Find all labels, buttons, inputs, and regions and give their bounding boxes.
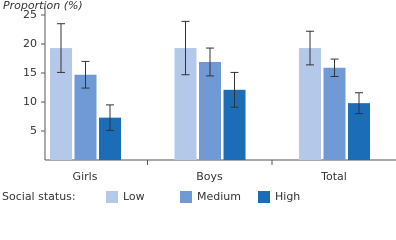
- bar: [99, 117, 121, 160]
- error-bar: [57, 23, 65, 73]
- x-tick-label: Total: [320, 170, 347, 183]
- bar: [50, 48, 72, 161]
- bar: [199, 61, 221, 161]
- y-tick-label: 25: [23, 8, 37, 21]
- bar: [174, 48, 197, 161]
- legend-label: Low: [123, 190, 145, 203]
- error-bar: [106, 104, 114, 131]
- error-bar: [230, 71, 239, 108]
- bar: [299, 48, 321, 161]
- y-tick-label: 5: [30, 124, 37, 137]
- legend-swatch: [180, 191, 192, 203]
- legend-swatch: [106, 191, 118, 203]
- error-bar: [355, 92, 363, 115]
- legend-title: Social status:: [2, 190, 76, 203]
- legend-swatch: [258, 191, 270, 203]
- legend-label: High: [275, 190, 300, 203]
- y-tick-label: 20: [23, 37, 37, 50]
- x-tick-label: Boys: [196, 170, 223, 183]
- error-bar: [330, 58, 339, 77]
- y-axis-label: Proportion (%): [3, 0, 83, 12]
- error-bar: [81, 60, 90, 89]
- bar: [323, 67, 346, 160]
- error-bar: [306, 30, 314, 66]
- bar: [348, 103, 370, 160]
- bar: [223, 89, 246, 160]
- y-tick-label: 15: [23, 66, 37, 79]
- x-tick-label: Girls: [73, 170, 98, 183]
- y-tick-label: 10: [23, 95, 37, 108]
- error-bar: [206, 47, 214, 77]
- legend-label: Medium: [197, 190, 241, 203]
- error-bar: [181, 20, 190, 76]
- bar: [74, 74, 97, 160]
- chart: Proportion (%) Social status: 5 10 15 20 25 G…: [2, 0, 396, 203]
